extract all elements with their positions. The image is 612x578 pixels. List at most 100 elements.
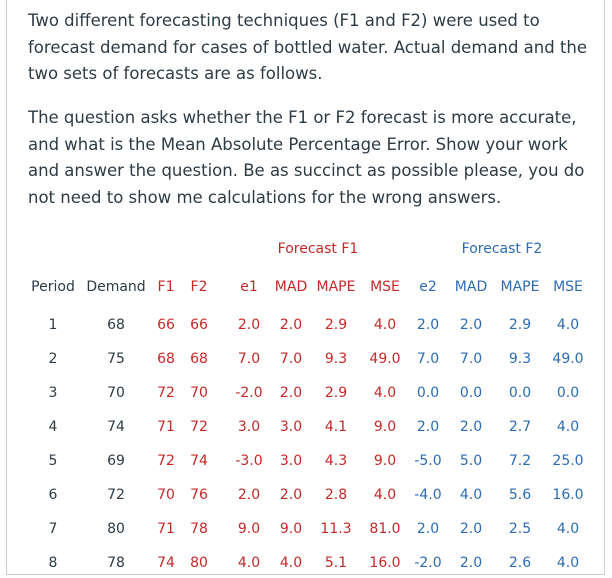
table-cell: 72 (157, 453, 175, 469)
column-header: MAD (454, 279, 488, 295)
table-cell: 49.0 (552, 351, 584, 367)
table-cell: 9.3 (324, 351, 348, 367)
column-header: MSE (553, 279, 583, 295)
table-cell: 2.9 (324, 317, 348, 333)
table-cell: 68 (190, 351, 208, 367)
table-cell: 66 (190, 317, 208, 333)
question-paragraph: The question asks whether the F1 or F2 f… (28, 108, 585, 207)
table-cell: 2.0 (459, 317, 483, 333)
table-cell: 8 (48, 555, 58, 571)
table-cell: 78 (190, 521, 208, 537)
table-cell: 1 (48, 317, 58, 333)
table-cell: 71 (157, 521, 175, 537)
table-cell: 80 (190, 555, 208, 571)
table-cell: 68 (157, 351, 175, 367)
table-cell: 2.0 (459, 521, 483, 537)
table-cell: 7.0 (459, 351, 483, 367)
table-cell: 70 (190, 385, 208, 401)
table-cell: 4.0 (373, 317, 397, 333)
table-cell: 4.0 (556, 317, 580, 333)
table-cell: -5.0 (414, 453, 442, 469)
group-header-f1: Forecast F1 (277, 241, 359, 257)
table-cell: 2.6 (508, 555, 532, 571)
table-cell: 7.0 (237, 351, 261, 367)
table-cell: 76 (190, 487, 208, 503)
table-cell: 25.0 (552, 453, 584, 469)
table-cell: 3.0 (279, 419, 303, 435)
table-cell: 7.0 (416, 351, 440, 367)
table-cell: 2 (48, 351, 58, 367)
table-cell: 2.7 (508, 419, 532, 435)
table-cell: 5.1 (324, 555, 348, 571)
table-cell: 0.0 (459, 385, 483, 401)
table-cell: 2.0 (416, 521, 440, 537)
column-header: F1 (157, 279, 175, 295)
table-cell: 4 (48, 419, 58, 435)
table-cell: 4.0 (459, 487, 483, 503)
table-cell: 5.6 (508, 487, 532, 503)
table-cell: 5 (48, 453, 58, 469)
column-header: e2 (419, 279, 437, 295)
table-cell: 4.0 (279, 555, 303, 571)
table-cell: 2.0 (279, 317, 303, 333)
table-cell: 2.0 (279, 385, 303, 401)
table-cell: 2.9 (508, 317, 532, 333)
table-cell: 9.0 (237, 521, 261, 537)
table-cell: 3 (48, 385, 58, 401)
table-cell: 2.0 (279, 487, 303, 503)
table-cell: 70 (107, 385, 125, 401)
table-cell: 2.0 (416, 317, 440, 333)
forecast-table: Forecast F1 Forecast F2 Period Demand F1 F2… (0, 232, 612, 578)
table-cell: 9.0 (373, 453, 397, 469)
table-cell: 70 (157, 487, 175, 503)
table-cell: 4.0 (556, 521, 580, 537)
table-cell: 9.3 (508, 351, 532, 367)
table-cell: 2.0 (237, 487, 261, 503)
table-cell: -3.0 (235, 453, 263, 469)
table-cell: 7.2 (508, 453, 532, 469)
column-header: MAD (274, 279, 308, 295)
table-cell: 75 (107, 351, 125, 367)
table-cell: 4.3 (324, 453, 348, 469)
table-cell: 7.0 (279, 351, 303, 367)
table-cell: 72 (190, 419, 208, 435)
table-cell: 72 (107, 487, 125, 503)
table-cell: 3.0 (279, 453, 303, 469)
table-cell: 7 (48, 521, 58, 537)
table-cell: -2.0 (235, 385, 263, 401)
column-header: F2 (190, 279, 208, 295)
table-cell: 49.0 (369, 351, 401, 367)
table-cell: 6 (48, 487, 58, 503)
column-header: e1 (240, 279, 258, 295)
table-cell: 9.0 (373, 419, 397, 435)
table-cell: 0.0 (556, 385, 580, 401)
table-cell: 4.0 (556, 555, 580, 571)
table-cell: 69 (107, 453, 125, 469)
intro-paragraph: Two different forecasting techniques (F1… (28, 11, 588, 83)
table-cell: 16.0 (552, 487, 584, 503)
table-cell: 72 (157, 385, 175, 401)
table-cell: 2.0 (416, 419, 440, 435)
table-cell: 2.5 (508, 521, 532, 537)
table-cell: 2.0 (459, 419, 483, 435)
column-header: MAPE (500, 279, 540, 295)
table-cell: 2.8 (324, 487, 348, 503)
table-cell: 74 (107, 419, 125, 435)
table-cell: 16.0 (369, 555, 401, 571)
table-cell: 0.0 (416, 385, 440, 401)
table-cell: 3.0 (237, 419, 261, 435)
table-cell: 80 (107, 521, 125, 537)
table-cell: 74 (190, 453, 208, 469)
table-cell: 2.0 (237, 317, 261, 333)
table-cell: 5.0 (459, 453, 483, 469)
table-cell: 4.0 (373, 385, 397, 401)
table-cell: 0.0 (508, 385, 532, 401)
table-cell: 66 (157, 317, 175, 333)
table-cell: 4.0 (373, 487, 397, 503)
table-cell: 4.1 (324, 419, 348, 435)
table-cell: 78 (107, 555, 125, 571)
column-header: Period (31, 279, 75, 295)
table-cell: -2.0 (414, 555, 442, 571)
column-header: Demand (86, 279, 146, 295)
table-cell: 11.3 (320, 521, 352, 537)
